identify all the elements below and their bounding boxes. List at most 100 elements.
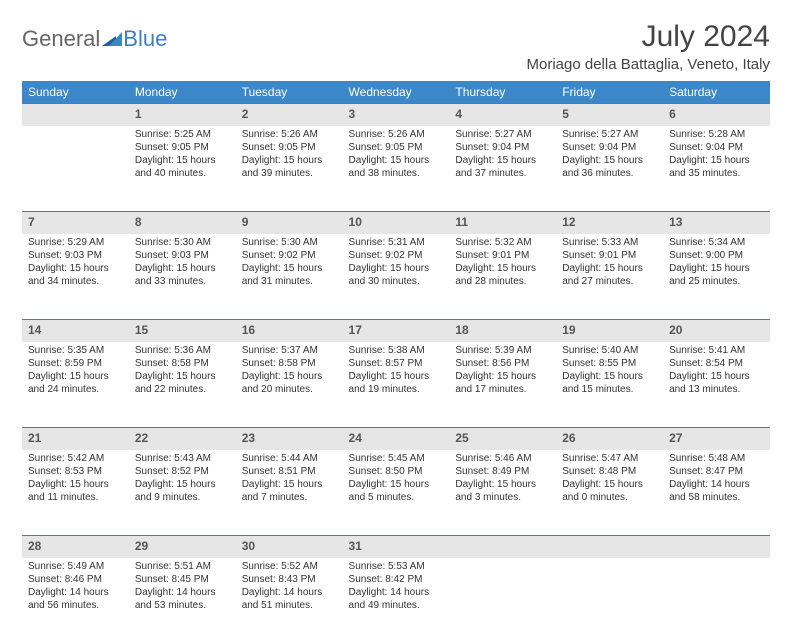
daylight1-text: Daylight: 14 hours bbox=[28, 586, 123, 599]
day-number: 23 bbox=[236, 428, 343, 450]
sunset-text: Sunset: 8:49 PM bbox=[455, 465, 550, 478]
day-cell: Sunrise: 5:26 AMSunset: 9:05 PMDaylight:… bbox=[343, 126, 450, 212]
day-number: 29 bbox=[129, 536, 236, 558]
sunset-text: Sunset: 9:02 PM bbox=[242, 249, 337, 262]
header: General Blue July 2024 Moriago della Bat… bbox=[22, 20, 770, 73]
day-number: 30 bbox=[236, 536, 343, 558]
daylight2-text: and 39 minutes. bbox=[242, 167, 337, 180]
day-cell: Sunrise: 5:25 AMSunset: 9:05 PMDaylight:… bbox=[129, 126, 236, 212]
day-cell: Sunrise: 5:29 AMSunset: 9:03 PMDaylight:… bbox=[22, 234, 129, 320]
weekday-header: Thursday bbox=[449, 81, 556, 104]
daylight1-text: Daylight: 15 hours bbox=[669, 370, 764, 383]
daylight2-text: and 27 minutes. bbox=[562, 275, 657, 288]
daylight1-text: Daylight: 15 hours bbox=[135, 154, 230, 167]
day-number: 21 bbox=[22, 428, 129, 450]
sunset-text: Sunset: 9:01 PM bbox=[562, 249, 657, 262]
daylight1-text: Daylight: 15 hours bbox=[349, 154, 444, 167]
sunrise-text: Sunrise: 5:47 AM bbox=[562, 452, 657, 465]
sunrise-text: Sunrise: 5:41 AM bbox=[669, 344, 764, 357]
sunrise-text: Sunrise: 5:40 AM bbox=[562, 344, 657, 357]
sunset-text: Sunset: 8:48 PM bbox=[562, 465, 657, 478]
sunrise-text: Sunrise: 5:36 AM bbox=[135, 344, 230, 357]
sunrise-text: Sunrise: 5:31 AM bbox=[349, 236, 444, 249]
day-content-row: Sunrise: 5:49 AMSunset: 8:46 PMDaylight:… bbox=[22, 558, 770, 644]
day-cell: Sunrise: 5:35 AMSunset: 8:59 PMDaylight:… bbox=[22, 342, 129, 428]
logo-icon bbox=[102, 26, 122, 52]
day-number: 25 bbox=[449, 428, 556, 450]
day-content-row: Sunrise: 5:29 AMSunset: 9:03 PMDaylight:… bbox=[22, 234, 770, 320]
logo: General Blue bbox=[22, 20, 167, 52]
daylight2-text: and 56 minutes. bbox=[28, 599, 123, 612]
sunrise-text: Sunrise: 5:42 AM bbox=[28, 452, 123, 465]
day-number: 24 bbox=[343, 428, 450, 450]
day-number: 19 bbox=[556, 320, 663, 342]
daylight2-text: and 22 minutes. bbox=[135, 383, 230, 396]
daylight1-text: Daylight: 15 hours bbox=[349, 262, 444, 275]
daylight1-text: Daylight: 15 hours bbox=[135, 262, 230, 275]
day-number: 12 bbox=[556, 212, 663, 234]
day-cell: Sunrise: 5:38 AMSunset: 8:57 PMDaylight:… bbox=[343, 342, 450, 428]
month-title: July 2024 bbox=[527, 20, 771, 54]
logo-text-general: General bbox=[22, 26, 100, 52]
daylight2-text: and 0 minutes. bbox=[562, 491, 657, 504]
day-number bbox=[556, 536, 663, 558]
day-cell: Sunrise: 5:32 AMSunset: 9:01 PMDaylight:… bbox=[449, 234, 556, 320]
day-cell bbox=[449, 558, 556, 644]
sunset-text: Sunset: 8:46 PM bbox=[28, 573, 123, 586]
day-number: 3 bbox=[343, 104, 450, 126]
daylight2-text: and 19 minutes. bbox=[349, 383, 444, 396]
day-number: 17 bbox=[343, 320, 450, 342]
sunset-text: Sunset: 9:03 PM bbox=[28, 249, 123, 262]
daylight2-text: and 31 minutes. bbox=[242, 275, 337, 288]
sunset-text: Sunset: 8:43 PM bbox=[242, 573, 337, 586]
daylight1-text: Daylight: 15 hours bbox=[135, 478, 230, 491]
day-cell: Sunrise: 5:31 AMSunset: 9:02 PMDaylight:… bbox=[343, 234, 450, 320]
sunrise-text: Sunrise: 5:33 AM bbox=[562, 236, 657, 249]
daylight2-text: and 53 minutes. bbox=[135, 599, 230, 612]
day-content-row: Sunrise: 5:42 AMSunset: 8:53 PMDaylight:… bbox=[22, 450, 770, 536]
sunrise-text: Sunrise: 5:30 AM bbox=[135, 236, 230, 249]
sunrise-text: Sunrise: 5:48 AM bbox=[669, 452, 764, 465]
day-number-row: 28293031 bbox=[22, 536, 770, 558]
day-number-row: 78910111213 bbox=[22, 212, 770, 234]
day-cell: Sunrise: 5:42 AMSunset: 8:53 PMDaylight:… bbox=[22, 450, 129, 536]
sunset-text: Sunset: 8:56 PM bbox=[455, 357, 550, 370]
day-number-row: 14151617181920 bbox=[22, 320, 770, 342]
sunset-text: Sunset: 9:03 PM bbox=[135, 249, 230, 262]
weekday-header: Wednesday bbox=[343, 81, 450, 104]
daylight1-text: Daylight: 15 hours bbox=[455, 478, 550, 491]
sunset-text: Sunset: 8:55 PM bbox=[562, 357, 657, 370]
daylight2-text: and 34 minutes. bbox=[28, 275, 123, 288]
day-number: 26 bbox=[556, 428, 663, 450]
daylight1-text: Daylight: 15 hours bbox=[562, 262, 657, 275]
sunrise-text: Sunrise: 5:46 AM bbox=[455, 452, 550, 465]
daylight1-text: Daylight: 15 hours bbox=[28, 262, 123, 275]
day-cell: Sunrise: 5:27 AMSunset: 9:04 PMDaylight:… bbox=[556, 126, 663, 212]
daylight2-text: and 40 minutes. bbox=[135, 167, 230, 180]
daylight2-text: and 49 minutes. bbox=[349, 599, 444, 612]
day-cell: Sunrise: 5:33 AMSunset: 9:01 PMDaylight:… bbox=[556, 234, 663, 320]
sunrise-text: Sunrise: 5:30 AM bbox=[242, 236, 337, 249]
sunset-text: Sunset: 9:05 PM bbox=[135, 141, 230, 154]
day-content-row: Sunrise: 5:25 AMSunset: 9:05 PMDaylight:… bbox=[22, 126, 770, 212]
day-number bbox=[663, 536, 770, 558]
daylight2-text: and 36 minutes. bbox=[562, 167, 657, 180]
day-cell: Sunrise: 5:51 AMSunset: 8:45 PMDaylight:… bbox=[129, 558, 236, 644]
day-number bbox=[449, 536, 556, 558]
day-number-row: 21222324252627 bbox=[22, 428, 770, 450]
day-number: 14 bbox=[22, 320, 129, 342]
daylight2-text: and 5 minutes. bbox=[349, 491, 444, 504]
daylight1-text: Daylight: 15 hours bbox=[562, 478, 657, 491]
daylight2-text: and 30 minutes. bbox=[349, 275, 444, 288]
sunset-text: Sunset: 9:05 PM bbox=[349, 141, 444, 154]
sunrise-text: Sunrise: 5:53 AM bbox=[349, 560, 444, 573]
day-cell bbox=[556, 558, 663, 644]
sunset-text: Sunset: 9:04 PM bbox=[669, 141, 764, 154]
daylight1-text: Daylight: 15 hours bbox=[28, 370, 123, 383]
day-cell: Sunrise: 5:48 AMSunset: 8:47 PMDaylight:… bbox=[663, 450, 770, 536]
daylight1-text: Daylight: 15 hours bbox=[455, 154, 550, 167]
sunset-text: Sunset: 8:54 PM bbox=[669, 357, 764, 370]
day-cell: Sunrise: 5:46 AMSunset: 8:49 PMDaylight:… bbox=[449, 450, 556, 536]
location: Moriago della Battaglia, Veneto, Italy bbox=[527, 56, 771, 73]
day-number: 31 bbox=[343, 536, 450, 558]
